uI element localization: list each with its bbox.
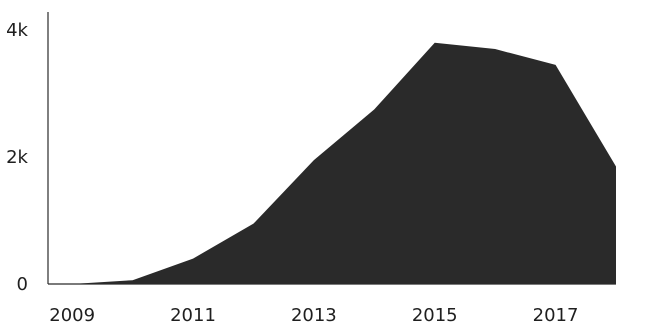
y-tick-label: 0 — [17, 274, 28, 295]
area-series-0 — [72, 42, 616, 285]
x-tick-label: 2013 — [291, 305, 337, 326]
x-tick-label: 2017 — [533, 305, 579, 326]
x-tick-label: 2015 — [412, 305, 458, 326]
y-tick-labels: 0 2k 4k — [6, 20, 28, 295]
x-tick-label: 2009 — [49, 305, 95, 326]
x-tick-labels: 2009 2011 2013 2015 2017 — [49, 305, 578, 326]
x-tick-label: 2011 — [170, 305, 216, 326]
y-tick-label: 4k — [6, 20, 28, 41]
area-layer — [72, 42, 616, 285]
axis-layer — [47, 12, 616, 285]
y-tick-label: 2k — [6, 147, 28, 168]
